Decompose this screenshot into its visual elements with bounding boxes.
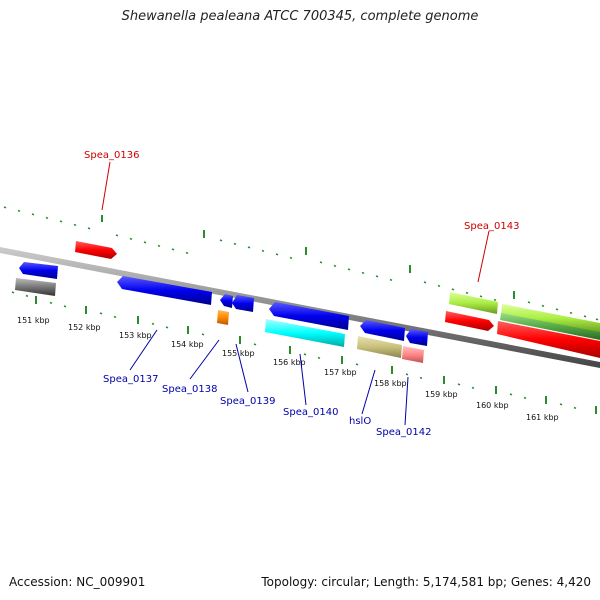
gene-hslo-blue[interactable] bbox=[360, 320, 405, 341]
gene-spea-0138-orange[interactable] bbox=[217, 310, 229, 325]
tick-label-160: 160 kbp bbox=[476, 401, 509, 410]
gene-green-lower[interactable] bbox=[500, 313, 600, 340]
gene-blue-left[interactable] bbox=[19, 262, 58, 279]
tick-label-151: 151 kbp bbox=[17, 316, 50, 325]
gene-spea-0138-small[interactable] bbox=[220, 294, 233, 308]
accession-text: Accession: NC_009901 bbox=[9, 575, 146, 589]
top-strand-genes bbox=[75, 241, 600, 358]
gene-cyan[interactable] bbox=[265, 319, 345, 347]
leader-spea-0140 bbox=[299, 353, 307, 406]
gene-spea-0143-red[interactable] bbox=[445, 311, 494, 331]
gene-red-long[interactable] bbox=[497, 321, 600, 358]
genome-summary-text: Topology: circular; Length: 5,174,581 bp… bbox=[261, 575, 591, 589]
label-spea-0139: Spea_0139 bbox=[220, 396, 275, 407]
label-spea-0140: Spea_0140 bbox=[283, 407, 338, 418]
tick-label-161: 161 kbp bbox=[526, 413, 559, 422]
tick-label-152: 152 kbp bbox=[68, 323, 101, 332]
leader-spea-0143 bbox=[477, 230, 490, 283]
gene-spea-0139[interactable] bbox=[232, 295, 254, 312]
top-gene-labels: Spea_0136 Spea_0143 bbox=[84, 150, 519, 283]
gene-spea-0140[interactable] bbox=[269, 302, 349, 330]
bottom-gene-labels: Spea_0137 Spea_0138 Spea_0139 Spea_0140 … bbox=[103, 329, 431, 438]
leader-spea-0139 bbox=[235, 343, 249, 393]
label-spea-0142: Spea_0142 bbox=[376, 427, 431, 438]
label-spea-0136: Spea_0136 bbox=[84, 150, 139, 161]
label-spea-0137: Spea_0137 bbox=[103, 374, 158, 385]
gene-spea-0143-lime[interactable] bbox=[449, 292, 498, 314]
gene-spea-0142[interactable] bbox=[402, 346, 424, 363]
gene-green-upper[interactable] bbox=[501, 304, 600, 333]
tick-label-156: 156 kbp bbox=[273, 358, 306, 367]
tick-label-153: 153 kbp bbox=[119, 331, 152, 340]
leader-spea-0142 bbox=[404, 376, 409, 426]
leader-spea-0137 bbox=[129, 329, 158, 371]
label-spea-0138: Spea_0138 bbox=[162, 384, 217, 395]
leader-spea-0138 bbox=[189, 339, 220, 380]
gene-spea-0136[interactable] bbox=[75, 241, 117, 259]
bottom-tick-row bbox=[11, 291, 597, 414]
gene-hslo[interactable] bbox=[357, 336, 402, 358]
tick-label-158: 158 kbp bbox=[374, 379, 407, 388]
bottom-strand-genes bbox=[15, 262, 428, 363]
leader-spea-0136 bbox=[101, 161, 111, 211]
tick-label-154: 154 kbp bbox=[171, 340, 204, 349]
label-hslo: hslO bbox=[349, 416, 371, 427]
map-title: Shewanella pealeana ATCC 700345, complet… bbox=[121, 9, 479, 24]
gene-spea-0142-blue[interactable] bbox=[406, 329, 428, 346]
gene-spea-0137[interactable] bbox=[117, 276, 212, 305]
label-spea-0143: Spea_0143 bbox=[464, 221, 519, 232]
tick-label-159: 159 kbp bbox=[425, 390, 458, 399]
gene-gray-left[interactable] bbox=[15, 278, 56, 296]
leader-hslo bbox=[361, 369, 376, 415]
tick-label-157: 157 kbp bbox=[324, 368, 357, 377]
top-tick-row bbox=[3, 206, 599, 321]
